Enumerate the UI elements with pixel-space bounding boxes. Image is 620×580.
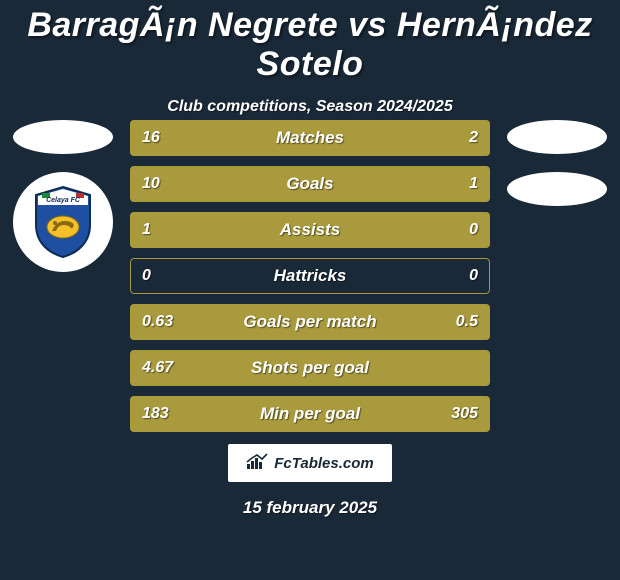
club-badge-placeholder-right xyxy=(507,172,607,206)
left-player-column: Celaya FC xyxy=(8,120,118,272)
metric-label: Min per goal xyxy=(130,396,490,432)
page-title: BarragÃ¡n Negrete vs HernÃ¡ndez Sotelo xyxy=(0,0,620,84)
metric-row: 0.630.5Goals per match xyxy=(130,304,490,340)
metric-label: Goals xyxy=(130,166,490,202)
metric-row: 162Matches xyxy=(130,120,490,156)
comparison-bars: 162Matches 101Goals 10Assists 00Hattricks 0.… xyxy=(130,120,490,442)
metric-row: 4.67Shots per goal xyxy=(130,350,490,386)
player-photo-placeholder-left xyxy=(13,120,113,154)
brand-label: FcTables.com xyxy=(274,455,373,472)
metric-row: 183305Min per goal xyxy=(130,396,490,432)
metric-label: Shots per goal xyxy=(130,350,490,386)
club-shield-icon: Celaya FC xyxy=(32,185,94,259)
metric-label: Hattricks xyxy=(130,258,490,294)
subtitle: Club competitions, Season 2024/2025 xyxy=(0,98,620,116)
metric-label: Goals per match xyxy=(130,304,490,340)
right-player-column xyxy=(502,120,612,224)
svg-text:Celaya FC: Celaya FC xyxy=(46,197,81,204)
brand-badge: FcTables.com xyxy=(228,444,392,482)
metric-row: 101Goals xyxy=(130,166,490,202)
infographic-container: BarragÃ¡n Negrete vs HernÃ¡ndez Sotelo C… xyxy=(0,0,620,580)
metric-label: Assists xyxy=(130,212,490,248)
club-badge-left: Celaya FC xyxy=(13,172,113,272)
player-photo-placeholder-right xyxy=(507,120,607,154)
metric-label: Matches xyxy=(130,120,490,156)
brand-chart-icon xyxy=(246,452,268,474)
date-label: 15 february 2025 xyxy=(0,498,620,518)
metric-row: 00Hattricks xyxy=(130,258,490,294)
metric-row: 10Assists xyxy=(130,212,490,248)
